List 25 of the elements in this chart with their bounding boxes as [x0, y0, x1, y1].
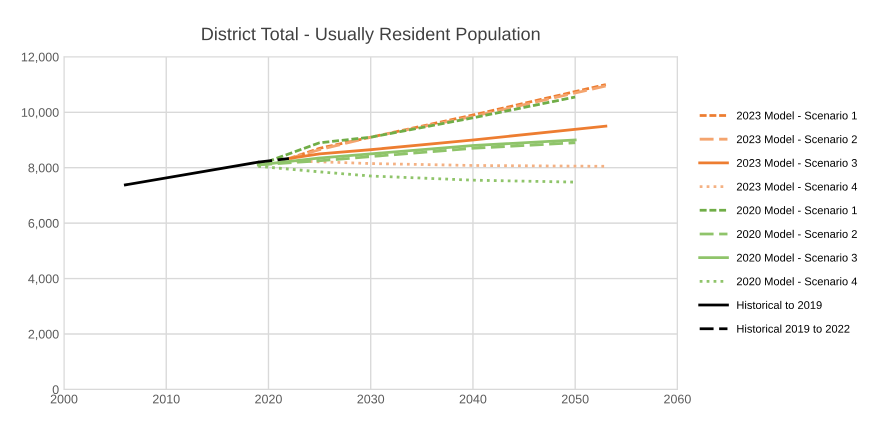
x-tick-label: 2050	[562, 394, 589, 404]
legend-label: Historical 2019 to 2022	[737, 324, 850, 333]
legend-label: 2023 Model - Scenario 3	[736, 158, 857, 167]
y-tick-label: 0	[52, 385, 59, 394]
legend-label: 2020 Model - Scenario 4	[736, 277, 858, 286]
x-tick-label: 2010	[152, 394, 180, 404]
y-tick-label: 6,000	[28, 218, 59, 230]
y-tick-label: 8,000	[28, 164, 59, 174]
x-tick-label: 2030	[357, 394, 384, 404]
legend-label: 2023 Model - Scenario 1	[736, 111, 857, 120]
x-tick-label: 2040	[460, 394, 486, 404]
x-tick-label: 2060	[664, 394, 691, 404]
legend-label: 2023 Model - Scenario 2	[736, 135, 857, 144]
legend-label: 2020 Model - Scenario 1	[736, 206, 857, 214]
legend-label: 2020 Model - Scenario 3	[736, 253, 857, 262]
chart-title: District Total - Usually Resident Population	[202, 27, 540, 44]
legend-label: 2023 Model - Scenario 4	[736, 182, 858, 191]
y-tick-label: 12,000	[22, 52, 59, 63]
legend-label: 2020 Model - Scenario 2	[736, 230, 857, 238]
y-tick-label: 2,000	[28, 330, 59, 340]
x-tick-label: 2000	[50, 394, 78, 404]
y-tick-label: 10,000	[22, 108, 59, 118]
legend-label: Historical to 2019	[737, 300, 822, 310]
y-tick-label: 4,000	[28, 274, 59, 285]
x-tick-label: 2020	[255, 394, 282, 404]
